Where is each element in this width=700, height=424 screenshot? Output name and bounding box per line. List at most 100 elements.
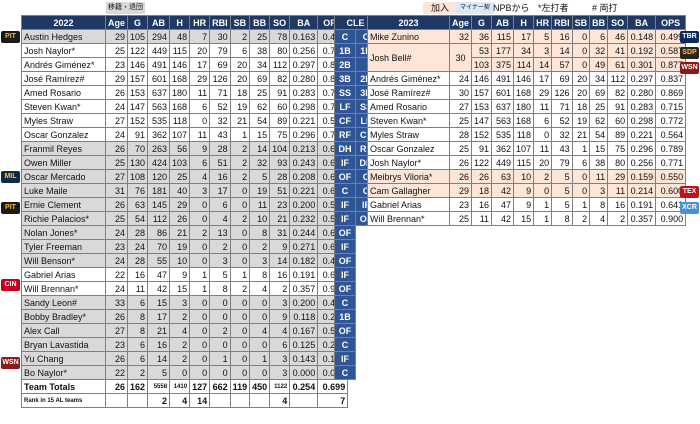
team-totals-row-label: Team Totals	[21, 379, 106, 394]
stat-cell: 25	[448, 211, 473, 226]
stat-cell: 24	[104, 127, 129, 142]
col-rbi: RBI	[209, 15, 231, 30]
position-2023	[355, 337, 377, 352]
player-name: Will Brennan*	[21, 281, 106, 296]
stat-cell: 32	[589, 43, 609, 58]
player-name: Cam Gallagher	[367, 183, 450, 198]
position-2022: OF	[334, 169, 356, 184]
stat-cell: 362	[147, 127, 171, 142]
stat-cell: 22	[104, 267, 129, 282]
stat-cell: 21	[269, 211, 291, 226]
stat-cell: 2	[169, 337, 191, 352]
stat-cell: 424	[147, 155, 171, 170]
stat-cell	[229, 393, 251, 408]
stat-cell: 146	[471, 71, 493, 86]
stat-cell: 0.900	[655, 211, 687, 226]
stat-cell: 0.357	[627, 211, 657, 226]
player-name: José Ramírez#	[21, 71, 106, 86]
stat-cell: 14	[189, 393, 211, 408]
position-2022: C	[334, 295, 356, 310]
stat-cell: 21	[229, 113, 251, 128]
stat-cell: 0.280	[627, 85, 657, 100]
stat-cell: 54	[589, 127, 609, 142]
stat-cell: 145	[147, 197, 171, 212]
stat-cell: 119	[229, 379, 251, 394]
player-row: Myles Straw271525351180322154890.2210.56…	[21, 113, 349, 128]
stat-cell: 69	[249, 71, 271, 86]
stat-cell: 33	[104, 295, 129, 310]
stat-cell: 79	[209, 43, 231, 58]
stat-cell: 52	[209, 99, 231, 114]
stat-cell: 16	[209, 169, 231, 184]
stat-cell: 2	[189, 225, 211, 240]
stat-cell: 14	[249, 141, 271, 156]
stat-cell: 0	[249, 365, 271, 380]
player-name: Luke Maile	[21, 183, 106, 198]
stat-cell: 11	[533, 141, 553, 156]
stat-cell: 126	[209, 71, 231, 86]
player-name: Myles Straw	[367, 127, 450, 142]
stat-cell: 29	[169, 197, 191, 212]
stat-cell: 55	[147, 253, 171, 268]
stat-cell: 1	[229, 267, 251, 282]
player-row: Oscar Gonzalez24913621071143115750.2960.…	[21, 127, 349, 142]
player-name: Amed Rosario	[21, 85, 106, 100]
header-row-2023: 2023 Age G AB H HR RBI SB BB SO BA OPS	[367, 15, 687, 30]
position-2022: LF	[334, 99, 356, 114]
stat-cell: 7	[317, 393, 349, 408]
stat-cell: 63	[491, 169, 515, 184]
stat-cell: 26	[448, 169, 473, 184]
stat-cell: 16	[269, 267, 291, 282]
stat-cell: 16	[471, 197, 493, 212]
stat-cell: 40	[169, 183, 191, 198]
stat-cell: 0	[209, 295, 231, 310]
stat-cell: 16	[607, 197, 629, 212]
stat-cell: 0	[249, 337, 271, 352]
stat-cell: 0.200	[289, 295, 319, 310]
stat-cell: 0.283	[289, 85, 319, 100]
stat-cell: 15	[513, 211, 535, 226]
stat-cell: 54	[127, 211, 149, 226]
stat-cell: 13	[209, 225, 231, 240]
rank-row-label: Rank in 15 AL teams	[21, 393, 106, 408]
stat-cell: 56	[169, 141, 191, 156]
stat-cell: 0.148	[627, 29, 657, 44]
stat-cell: 24	[104, 99, 129, 114]
position-2022: OF	[334, 281, 356, 296]
stat-cell: 0.641	[655, 197, 687, 212]
stat-cell: 25	[104, 155, 129, 170]
stat-cell: 15	[147, 295, 171, 310]
stat-cell: 23	[448, 197, 473, 212]
stat-cell: 11	[189, 127, 211, 142]
stat-cell: 52	[551, 113, 573, 128]
stat-cell: 0	[229, 295, 251, 310]
stat-cell: 46	[607, 29, 629, 44]
stat-cell: 168	[169, 99, 191, 114]
stat-cell: 60	[607, 113, 629, 128]
stat-cell: 25	[104, 43, 129, 58]
stat-cell: 20	[229, 71, 251, 86]
stat-cell: 23	[104, 57, 129, 72]
stat-cell: 0.600	[655, 183, 687, 198]
stat-cell: 0	[189, 197, 211, 212]
stat-cell: 0.221	[627, 127, 657, 142]
player-name: Steven Kwan*	[367, 113, 450, 128]
stat-cell: 3	[249, 253, 271, 268]
position-row: C	[334, 365, 377, 380]
stat-cell: 29	[104, 29, 129, 44]
stat-cell: 6	[127, 295, 149, 310]
stat-cell: 19	[571, 113, 591, 128]
stat-cell: 69	[551, 71, 573, 86]
stat-cell: 0.297	[289, 57, 319, 72]
stat-cell: 3	[269, 365, 291, 380]
player-row: Mike Zunino 32 36 115 17 5 16 0 6 46 0.148 0.499	[367, 29, 687, 44]
stat-cell: 25	[589, 99, 609, 114]
stat-cell: 9	[513, 197, 535, 212]
roster-2022-table: 2022 Age G AB H HR RBI SB BB SO BA OPS A…	[21, 15, 349, 408]
player-row: Franmil Reyes2670263569282141040.2130.60…	[21, 141, 349, 156]
stat-cell	[249, 393, 271, 408]
stat-cell: 146	[127, 57, 149, 72]
stat-cell: 601	[491, 85, 515, 100]
stat-cell: 0	[571, 57, 591, 72]
